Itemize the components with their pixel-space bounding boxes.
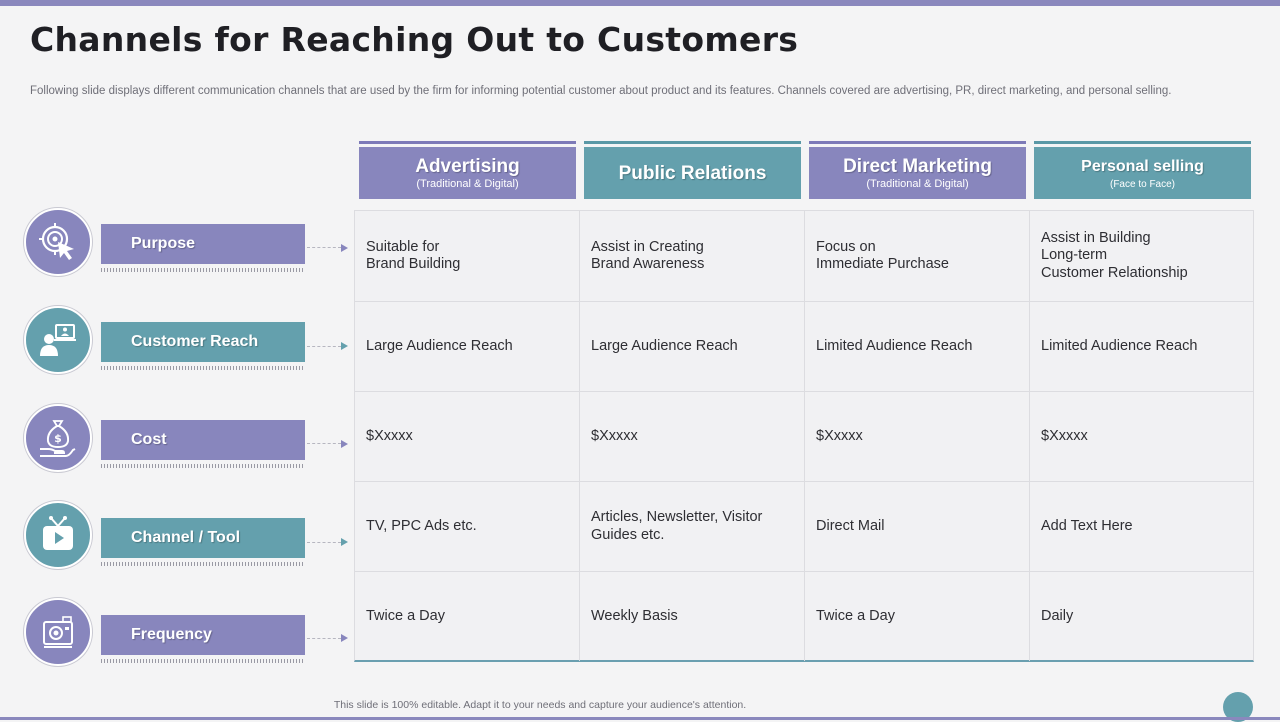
row-label-channel-tool: Channel / Tool xyxy=(101,518,305,566)
table-cell: Weekly Basis xyxy=(580,572,805,661)
table-cell: Add Text Here xyxy=(1030,482,1254,572)
table-cell: Assist in Building Long-term Customer Re… xyxy=(1030,211,1254,302)
footer-note: This slide is 100% editable. Adapt it to… xyxy=(0,699,1280,711)
arrow-right-icon xyxy=(341,634,348,642)
column-title: Advertising xyxy=(415,156,520,177)
money-bag-hand-icon: $ xyxy=(24,404,92,472)
column-title: Personal selling xyxy=(1081,158,1204,175)
target-cursor-icon xyxy=(24,208,92,276)
user-laptop-icon xyxy=(24,306,92,374)
camera-icon xyxy=(24,598,92,666)
connector-line xyxy=(307,638,341,639)
column-header-personal-selling: Personal selling (Face to Face) xyxy=(1034,141,1251,199)
table-cell: $Xxxxx xyxy=(580,392,805,482)
table-cell: Suitable for Brand Building xyxy=(355,211,580,302)
connector-line xyxy=(307,247,341,248)
footer-text: This slide is 100% editable. Adapt it to… xyxy=(333,699,747,711)
table-cell: Limited Audience Reach xyxy=(1030,302,1254,392)
arrow-right-icon xyxy=(341,538,348,546)
page-title: Channels for Reaching Out to Customers xyxy=(30,20,799,59)
table-cell: Limited Audience Reach xyxy=(805,302,1030,392)
table-cell: Direct Mail xyxy=(805,482,1030,572)
table-cell: $Xxxxx xyxy=(1030,392,1254,482)
table-cell: Articles, Newsletter, Visitor Guides etc… xyxy=(580,482,805,572)
tv-play-icon xyxy=(24,501,92,569)
table-cell: $Xxxxx xyxy=(805,392,1030,482)
arrow-right-icon xyxy=(341,342,348,350)
table-cell: Twice a Day xyxy=(805,572,1030,661)
comparison-table: Suitable for Brand Building Assist in Cr… xyxy=(354,210,1254,662)
table-cell: Focus on Immediate Purchase xyxy=(805,211,1030,302)
table-cell: Assist in Creating Brand Awareness xyxy=(580,211,805,302)
table-cell: Twice a Day xyxy=(355,572,580,661)
connector-line xyxy=(307,542,341,543)
arrow-right-icon xyxy=(341,440,348,448)
row-label-purpose: Purpose xyxy=(101,224,305,272)
row-label-customer-reach: Customer Reach xyxy=(101,322,305,370)
table-cell: TV, PPC Ads etc. xyxy=(355,482,580,572)
row-label-frequency: Frequency xyxy=(101,615,305,663)
arrow-right-icon xyxy=(341,244,348,252)
table-cell: Large Audience Reach xyxy=(355,302,580,392)
column-title: Direct Marketing xyxy=(843,156,992,177)
column-subtitle: (Traditional & Digital) xyxy=(416,178,519,190)
column-title: Public Relations xyxy=(618,162,767,184)
table-cell: Daily xyxy=(1041,607,1074,624)
svg-text:$: $ xyxy=(54,432,62,445)
column-header-advertising: Advertising (Traditional & Digital) xyxy=(359,141,576,199)
column-header-public-relations: Public Relations xyxy=(584,141,801,199)
bottom-accent-bar xyxy=(0,717,1280,720)
table-cell: Large Audience Reach xyxy=(580,302,805,392)
column-subtitle: (Traditional & Digital) xyxy=(866,178,969,190)
connector-line xyxy=(307,346,341,347)
column-subtitle: (Face to Face) xyxy=(1109,179,1176,190)
top-accent-bar xyxy=(0,0,1280,6)
table-cell: $Xxxxx xyxy=(355,392,580,482)
page-subtitle: Following slide displays different commu… xyxy=(30,85,1172,97)
connector-line xyxy=(307,443,341,444)
row-label-cost: Cost xyxy=(101,420,305,468)
column-header-direct-marketing: Direct Marketing (Traditional & Digital) xyxy=(809,141,1026,199)
